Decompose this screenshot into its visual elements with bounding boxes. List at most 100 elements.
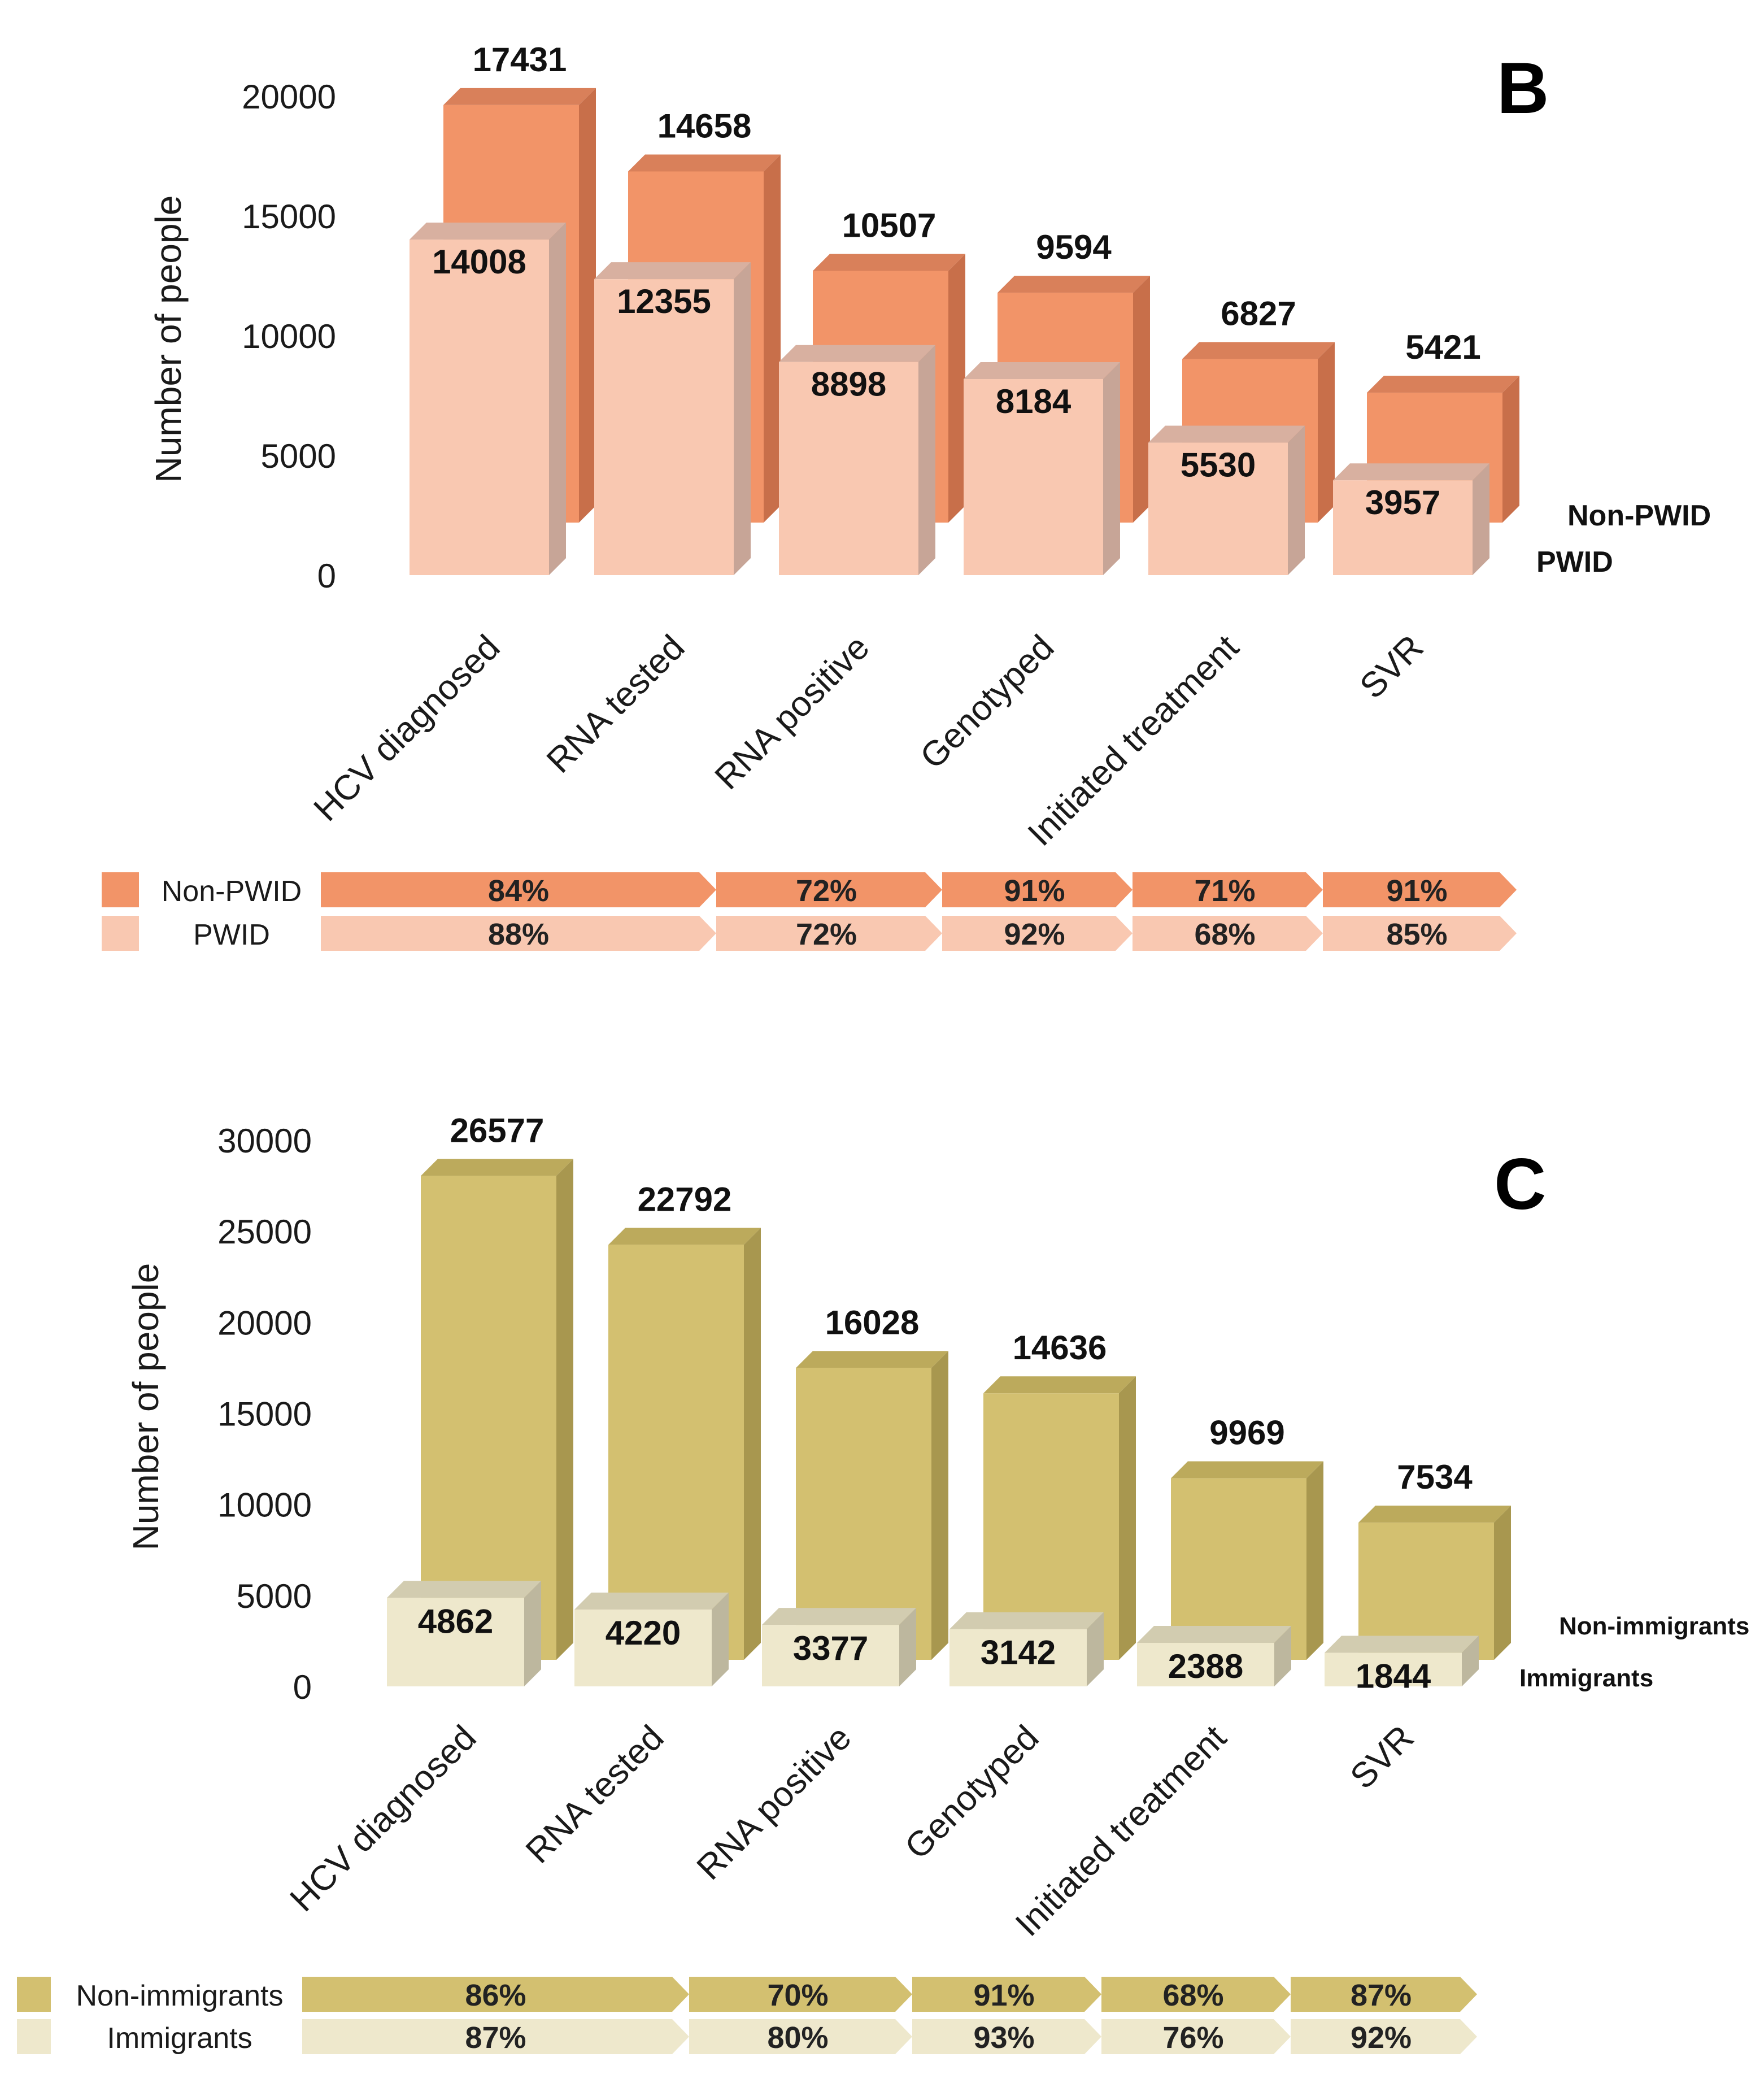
y-tick-label: 10000 bbox=[217, 1486, 312, 1524]
data-label-pwid: 12355 bbox=[617, 282, 711, 320]
data-label-non-pwid: 14658 bbox=[657, 107, 752, 145]
legend-label-back: Non-PWID bbox=[1567, 499, 1711, 532]
bar-top-face bbox=[1148, 425, 1305, 443]
bar-top-face bbox=[762, 1608, 916, 1625]
chart-panel-b: 0 5000 10000 15000 20000 Number of people B 174… bbox=[102, 41, 1711, 951]
table-arrow-segment bbox=[942, 872, 1133, 907]
table-arrow-segment bbox=[689, 2019, 912, 2054]
data-label-pwid: 8184 bbox=[996, 382, 1072, 420]
table-percent-label: 91% bbox=[973, 1978, 1034, 2012]
legend-label-front: PWID bbox=[1536, 546, 1613, 579]
bar-front bbox=[779, 345, 935, 575]
table-row-label: Immigrants bbox=[107, 2022, 252, 2055]
bar-side-face bbox=[1288, 425, 1305, 575]
category-label: HCV diagnosed bbox=[307, 628, 508, 829]
bar-side-face bbox=[524, 1581, 541, 1686]
table-percent-label: 92% bbox=[1004, 917, 1065, 951]
table-arrow-segment bbox=[912, 1977, 1101, 2012]
bar-side-face bbox=[899, 1608, 916, 1686]
bar-top-face bbox=[628, 154, 781, 172]
bar-top-face bbox=[1367, 376, 1519, 393]
data-label-non-immigrants: 9969 bbox=[1209, 1414, 1284, 1452]
table-arrow-segment bbox=[716, 872, 942, 907]
category-label: Genotyped bbox=[913, 628, 1061, 776]
bar-front bbox=[762, 1608, 916, 1686]
panel-letter: B bbox=[1497, 48, 1549, 129]
data-label-immigrants: 1844 bbox=[1356, 1658, 1431, 1695]
table-arrow-segment bbox=[716, 916, 942, 951]
bar-front-face bbox=[594, 279, 734, 575]
table-arrow-segment bbox=[321, 872, 716, 907]
table-percent-label: 72% bbox=[796, 874, 857, 908]
y-tick-label: 0 bbox=[317, 557, 336, 595]
transition-table: Non-immigrants 86% 70% 91% 68% 87% Immigrants 8… bbox=[17, 1977, 1477, 2055]
bar-top-face bbox=[1182, 342, 1335, 359]
data-label-immigrants: 4220 bbox=[606, 1614, 681, 1652]
table-arrow-segment bbox=[1101, 1977, 1291, 2012]
table-percent-label: 88% bbox=[488, 917, 549, 951]
table-percent-label: 80% bbox=[767, 2021, 828, 2055]
bar-front-face bbox=[762, 1625, 899, 1686]
bar-top-face bbox=[387, 1581, 541, 1598]
category-label: HCV diagnosed bbox=[283, 1718, 484, 1919]
bar-front-face bbox=[410, 240, 549, 575]
bar-top-face bbox=[813, 254, 965, 271]
bar-top-face bbox=[1137, 1626, 1291, 1643]
bar-top-face bbox=[998, 276, 1150, 293]
bar-side-face bbox=[712, 1592, 729, 1686]
y-tick-label: 30000 bbox=[217, 1122, 312, 1160]
table-percent-label: 84% bbox=[488, 874, 549, 908]
table-arrow-segment bbox=[942, 916, 1133, 951]
table-row-label: Non-PWID bbox=[162, 875, 302, 908]
bar-front bbox=[410, 223, 566, 575]
bar-side-face bbox=[918, 345, 935, 575]
bar-side-face bbox=[556, 1159, 573, 1660]
data-label-non-immigrants: 26577 bbox=[450, 1111, 545, 1149]
bar-side-face bbox=[948, 254, 965, 523]
data-label-non-immigrants: 16028 bbox=[825, 1303, 920, 1341]
bar-front-face bbox=[421, 1176, 556, 1660]
table-percent-label: 68% bbox=[1194, 917, 1255, 951]
data-label-pwid: 14008 bbox=[432, 243, 526, 281]
bar-side-face bbox=[764, 154, 781, 523]
y-tick-label: 0 bbox=[293, 1668, 312, 1706]
data-label-immigrants: 3142 bbox=[981, 1634, 1056, 1672]
bar-top-face bbox=[1358, 1506, 1511, 1523]
table-percent-label: 87% bbox=[465, 2021, 526, 2055]
data-label-non-pwid: 17431 bbox=[473, 41, 567, 79]
data-label-non-immigrants: 7534 bbox=[1397, 1458, 1473, 1496]
data-label-non-pwid: 5421 bbox=[1405, 328, 1480, 366]
y-tick-label: 20000 bbox=[242, 78, 336, 116]
bar-top-face bbox=[1333, 463, 1489, 481]
table-percent-label: 71% bbox=[1194, 874, 1255, 908]
bar-side-face bbox=[579, 88, 596, 523]
category-label: Initiated treatment bbox=[1008, 1718, 1234, 1944]
y-tick-label: 10000 bbox=[242, 318, 336, 355]
table-swatch bbox=[17, 1977, 51, 2012]
bar-front bbox=[387, 1581, 541, 1686]
table-percent-label: 91% bbox=[1004, 874, 1065, 908]
category-label: RNA tested bbox=[519, 1718, 672, 1871]
bar-front bbox=[1325, 1636, 1479, 1686]
bar-front bbox=[964, 362, 1120, 575]
bar-front-face bbox=[1333, 480, 1473, 575]
bar-side-face bbox=[1087, 1612, 1104, 1686]
chart-panel-c: 0 5000 10000 15000 20000 25000 30000 Number of … bbox=[17, 1111, 1749, 2055]
data-label-pwid: 3957 bbox=[1365, 484, 1440, 521]
data-label-non-pwid: 10507 bbox=[842, 207, 937, 245]
bar-side-face bbox=[1462, 1636, 1479, 1686]
bar-side-face bbox=[744, 1228, 761, 1660]
table-percent-label: 93% bbox=[973, 2021, 1034, 2055]
table-percent-label: 87% bbox=[1351, 1978, 1412, 2012]
table-arrow-segment bbox=[912, 2019, 1101, 2054]
table-arrow-segment bbox=[689, 1977, 912, 2012]
table-percent-label: 68% bbox=[1162, 1978, 1223, 2012]
y-tick-label: 5000 bbox=[237, 1577, 312, 1615]
bar-top-face bbox=[1171, 1461, 1323, 1478]
table-arrow-segment bbox=[321, 916, 716, 951]
category-label: RNA tested bbox=[539, 628, 692, 781]
data-label-non-immigrants: 22792 bbox=[638, 1180, 732, 1218]
bar-side-face bbox=[1473, 463, 1489, 575]
y-tick-label: 5000 bbox=[261, 437, 336, 475]
table-arrow-segment bbox=[1101, 2019, 1291, 2054]
